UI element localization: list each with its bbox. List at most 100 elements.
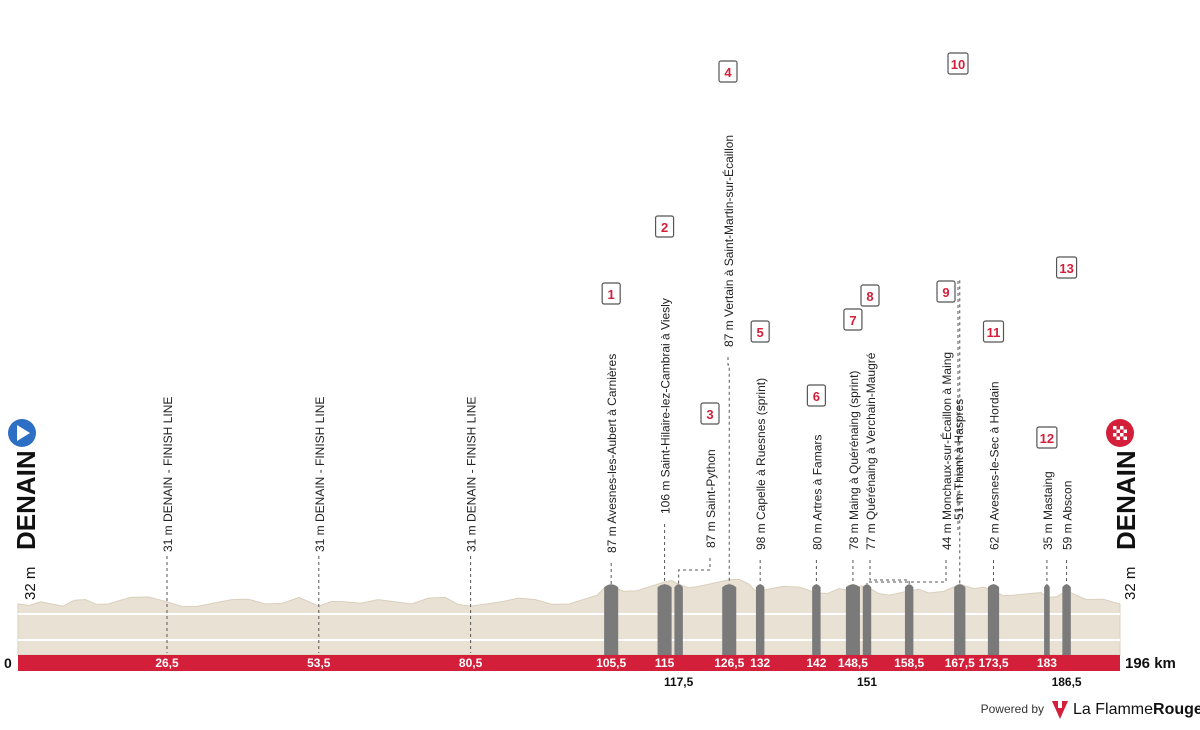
- sector-number: 13: [1059, 261, 1073, 276]
- sector-number: 10: [951, 57, 965, 72]
- cobbled-sector-bar: [812, 584, 821, 655]
- km-tick-label: 167,5: [945, 656, 975, 670]
- sector-label: 59 m Abscon: [1061, 481, 1075, 550]
- cobbled-sector-bar: [862, 584, 872, 655]
- km-tick-label: 142: [806, 656, 826, 670]
- sector-number: 8: [866, 289, 873, 304]
- sector-number: 6: [813, 389, 820, 404]
- sector-badge: [843, 308, 863, 331]
- sector-badge: [750, 320, 770, 343]
- sector-number: 5: [757, 325, 764, 340]
- play-icon: [17, 425, 30, 441]
- sector-badge: [1055, 256, 1078, 279]
- sector-badge: [601, 282, 621, 305]
- sector-badge: [718, 60, 738, 83]
- finish-line-label: 31 m DENAIN - FINISH LINE: [313, 397, 327, 552]
- cobbled-sector-bar: [1062, 584, 1071, 655]
- sector-label: 87 m Avesnes-les-Aubert à Carnières: [605, 354, 619, 553]
- leader-layer: [166, 279, 1068, 653]
- finish-town: DENAIN: [1111, 450, 1141, 550]
- sector-label: 35 m Mastaing: [1041, 471, 1055, 550]
- cobbled-sector-bar: [722, 584, 737, 655]
- km-tick-label: 115: [655, 656, 675, 670]
- cobbled-sector-bar: [845, 584, 860, 655]
- checker-square: [1113, 433, 1117, 437]
- sector-label: 78 m Maing à Quérénaing (sprint): [847, 371, 861, 550]
- sector-label: 87 m Saint-Python: [704, 449, 718, 548]
- sector-label: 80 m Artres à Famars: [810, 435, 824, 550]
- km-tick-label: 151: [857, 675, 877, 689]
- checkered-flag-icon: [1113, 426, 1127, 440]
- sector-badge: [936, 280, 956, 303]
- km-tick-label: 183: [1037, 656, 1057, 670]
- cobbled-sector-bar: [1044, 584, 1050, 655]
- cobbled-sector-bar: [674, 584, 683, 655]
- km-tick-label: 26,5: [155, 656, 179, 670]
- finish-line-label: 31 m DENAIN - FINISH LINE: [161, 397, 175, 552]
- sector-badge: [1036, 426, 1058, 449]
- checker-square: [1113, 426, 1117, 430]
- sector-number: 9: [942, 285, 949, 300]
- sector-number: 1: [608, 287, 615, 302]
- km-tick-label: 117,5: [664, 675, 694, 689]
- finish-line-label: 31 m DENAIN - FINISH LINE: [465, 397, 479, 552]
- checker-square: [1120, 433, 1124, 437]
- label-layer: 31 m DENAIN - FINISH LINE 31 m DENAIN - F…: [161, 52, 1078, 553]
- start-km: 0: [4, 655, 12, 671]
- sector-leader: [866, 560, 947, 585]
- cobbled-sector-bar: [657, 584, 672, 655]
- axis-layer: 26,5 53,5 80,5 105,5 115 117,5 126,5 132 142 148,…: [18, 655, 1120, 689]
- km-tick-label: 148,5: [838, 656, 868, 670]
- km-tick-label: 158,5: [894, 656, 924, 670]
- branding: Powered by La FlammeRouge: [981, 701, 1200, 719]
- checker-square: [1123, 429, 1127, 433]
- finish-km: 196 km: [1125, 655, 1176, 672]
- finish-marker: DENAIN 32 m 196 km: [1106, 419, 1176, 672]
- km-axis-bar: [18, 655, 1120, 671]
- sector-number: 2: [661, 220, 668, 235]
- profile-layer: [17, 578, 1121, 656]
- checker-square: [1116, 436, 1120, 440]
- km-tick-label: 126,5: [714, 656, 744, 670]
- sector-badge: [806, 384, 826, 407]
- brand-name: La FlammeRouge: [1073, 701, 1200, 718]
- powered-by-text: Powered by: [981, 702, 1044, 716]
- sector-number: 3: [706, 407, 713, 422]
- km-tick-label: 80,5: [459, 656, 483, 670]
- sector-badge: [700, 402, 720, 425]
- sector-label: 44 m Monchaux-sur-Écaillon à Maing: [939, 352, 954, 550]
- elevation-profile-area: [17, 578, 1121, 656]
- km-tick-label: 186,5: [1052, 675, 1082, 689]
- km-tick-label: 105,5: [596, 656, 626, 670]
- sector-number: 11: [987, 325, 1001, 340]
- sector-badge: [654, 215, 675, 238]
- km-tick-label: 173,5: [978, 656, 1008, 670]
- cobbled-sector-bar: [755, 584, 765, 655]
- sector-label: 87 m Vertain à Saint-Martin-sur-Écaillon: [721, 135, 736, 347]
- sector-label: 106 m Saint-Hilaire-lez-Cambrai à Viesly: [659, 298, 673, 514]
- sector-label: 51 m Thiant à Haspres: [952, 399, 966, 520]
- km-tick-label: 53,5: [307, 656, 331, 670]
- sector-label: 62 m Avesnes-le-Sec à Hordain: [987, 381, 1001, 550]
- brand-suffix: Rouge: [1153, 701, 1200, 718]
- start-altitude: 32 m: [22, 567, 39, 600]
- cobbled-sector-bar: [954, 584, 966, 655]
- cobbled-sector-bar: [904, 584, 914, 655]
- start-marker: DENAIN 32 m 0: [4, 419, 41, 671]
- sector-leader: [678, 558, 711, 585]
- km-tick-label: 132: [750, 656, 770, 670]
- sector-layer: [604, 584, 1071, 655]
- brand-prefix: La Flamme: [1073, 701, 1153, 718]
- checker-square: [1116, 429, 1120, 433]
- finish-altitude: 32 m: [1122, 567, 1139, 600]
- sector-number: 12: [1040, 431, 1054, 446]
- cobbled-sector-bar: [987, 584, 1000, 655]
- sector-leader: [869, 560, 910, 585]
- sector-label: 77 m Quérénaing à Verchain-Maugré: [864, 352, 878, 550]
- sector-number: 7: [849, 313, 856, 328]
- sector-badge: [982, 320, 1005, 343]
- checker-square: [1123, 436, 1127, 440]
- sector-number: 4: [724, 65, 732, 80]
